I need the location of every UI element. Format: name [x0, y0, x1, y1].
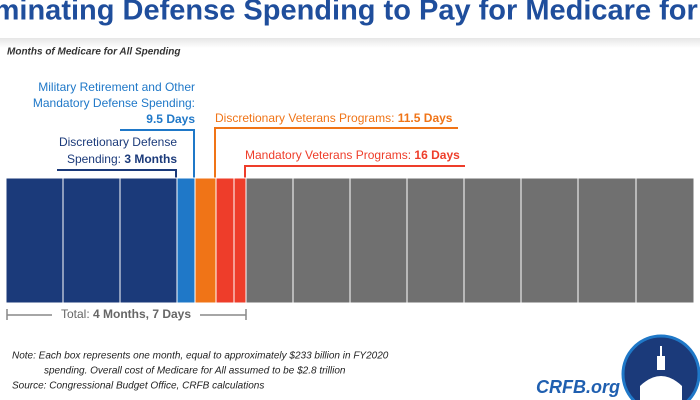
month-box [119, 177, 178, 304]
month-box [245, 177, 294, 304]
segment [233, 177, 247, 304]
label: Spending: 3 Months [67, 152, 177, 166]
label-value: 11.5 Days [398, 111, 453, 125]
month-box [62, 177, 121, 304]
source: Source: Congressional Budget Office, CRF… [12, 381, 264, 392]
month-box [406, 177, 465, 304]
segment [176, 177, 196, 304]
label: Discretionary Defense [59, 135, 177, 149]
note: Note: Each box represents one month, equ… [12, 351, 389, 362]
label: Discretionary Veterans Programs: 11.5 Da… [215, 111, 453, 125]
label-value: 9.5 Days [146, 112, 195, 126]
month-box [635, 177, 695, 304]
label: Mandatory Defense Spending: [33, 96, 195, 110]
segment [215, 177, 235, 304]
label-value: 3 Months [124, 152, 177, 166]
brand: CRFB.org [536, 377, 620, 397]
total-label: Total: [61, 307, 93, 321]
title-band [0, 38, 700, 48]
label: Mandatory Veterans Programs: [245, 148, 414, 162]
subtitle: Months of Medicare for All Spending [7, 47, 181, 58]
month-box [5, 177, 64, 304]
month-box [349, 177, 408, 304]
title: Eliminating Defense Spending to Pay for … [0, 0, 700, 27]
label: Military Retirement and Other [38, 80, 195, 94]
label: Discretionary Veterans Programs: [215, 111, 398, 125]
label: Mandatory Veterans Programs: 16 Days [245, 148, 460, 162]
total: Total: 4 Months, 7 Days [61, 307, 191, 321]
segment [194, 177, 217, 304]
label-value: 16 Days [414, 148, 460, 162]
logo [621, 334, 700, 400]
total-value: 4 Months, 7 Days [93, 307, 191, 321]
month-box [520, 177, 579, 304]
month-box [463, 177, 522, 304]
month-box [577, 177, 637, 304]
label: Spending: [67, 152, 124, 166]
note: spending. Overall cost of Medicare for A… [44, 366, 346, 377]
month-box [292, 177, 351, 304]
